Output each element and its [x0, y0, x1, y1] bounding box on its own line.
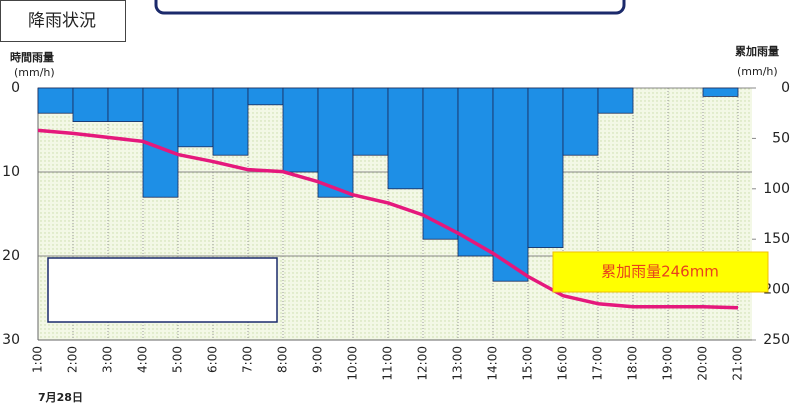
- bar: [492, 87, 529, 282]
- top-box: [154, 0, 626, 15]
- x-tick-label: 13:00: [451, 346, 465, 381]
- x-tick-label: 12:00: [416, 346, 430, 381]
- x-tick-label: 16:00: [556, 346, 570, 381]
- bar: [422, 87, 459, 240]
- x-tick-label: 14:00: [486, 346, 500, 381]
- y-tick-label: 20: [2, 248, 20, 264]
- y-label: 時間雨量: [10, 50, 54, 64]
- x-tick-label: 8:00: [276, 346, 290, 373]
- x-tick-label: 10:00: [346, 346, 360, 381]
- bar: [597, 87, 634, 114]
- x-tick-label: 1:00: [31, 346, 45, 373]
- bar: [247, 87, 284, 106]
- bar: [282, 87, 319, 173]
- x-tick-label: 7:00: [241, 346, 255, 373]
- x-tick-label: 11:00: [381, 346, 395, 381]
- bar: [212, 87, 249, 156]
- x-tick-label: 19:00: [661, 346, 675, 381]
- annotation: 累加雨量246mm: [601, 263, 719, 281]
- y2-tick-label: 200: [763, 282, 790, 298]
- legend: [47, 257, 278, 323]
- x-tick-label: 20:00: [696, 346, 710, 381]
- header-title: 降雨状況: [28, 11, 96, 31]
- y2-tick-label: 100: [763, 181, 790, 197]
- line: [37, 128, 739, 310]
- y2-tick-label: 250: [763, 332, 790, 348]
- x-tick-label: 18:00: [626, 346, 640, 381]
- y-tick-label: 0: [11, 80, 20, 96]
- header-tab: [0, 0, 126, 42]
- annotation-box: [552, 251, 769, 293]
- y2-label: (mm/h): [737, 65, 778, 78]
- x-tick-label: 6:00: [206, 346, 220, 373]
- y2-label: 累加雨量: [735, 44, 779, 58]
- bar: [702, 87, 739, 97]
- x-tick-label: 21:00: [731, 346, 745, 381]
- y2-tick-label: 0: [781, 80, 790, 96]
- x-tick-label: 3:00: [101, 346, 115, 373]
- x-tick-label: 4:00: [136, 346, 150, 373]
- y-label: (mm/h): [14, 66, 55, 79]
- bar: [177, 87, 214, 148]
- x-tick-label: 17:00: [591, 346, 605, 381]
- x-tick-label: 5:00: [171, 346, 185, 373]
- bar: [317, 87, 354, 198]
- bar: [142, 87, 179, 198]
- bar: [527, 87, 564, 249]
- y2-tick-label: 150: [763, 231, 790, 247]
- bar: [352, 87, 389, 156]
- bar: [457, 87, 494, 257]
- y-tick-label: 10: [2, 164, 20, 180]
- x-tick-label: 9:00: [311, 346, 325, 373]
- y-tick-label: 30: [2, 332, 20, 348]
- bar: [37, 87, 74, 114]
- x-tick-label: 2:00: [66, 346, 80, 373]
- bar: [107, 87, 144, 122]
- bar: [562, 87, 599, 156]
- bar: [387, 87, 424, 190]
- bar: [72, 87, 109, 122]
- date-label: 7月28日: [38, 391, 83, 403]
- x-tick-label: 15:00: [521, 346, 535, 381]
- y2-tick-label: 50: [772, 130, 790, 146]
